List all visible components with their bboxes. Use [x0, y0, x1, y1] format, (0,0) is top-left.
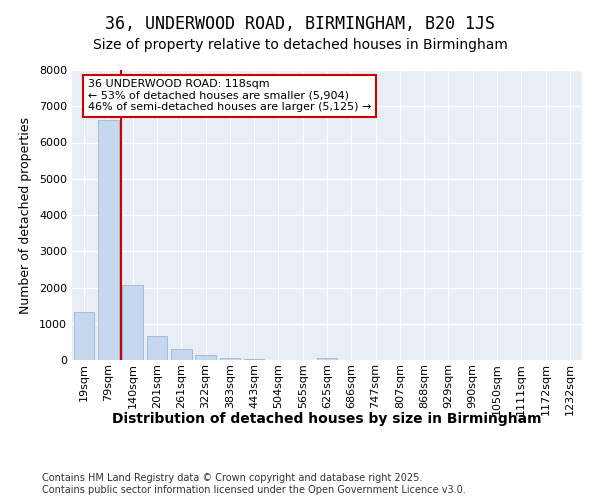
Bar	[146, 336, 167, 360]
Text: Contains HM Land Registry data © Crown copyright and database right 2025.
Contai: Contains HM Land Registry data © Crown c…	[42, 474, 466, 495]
Y-axis label: Number of detached properties: Number of detached properties	[19, 116, 32, 314]
Bar	[244, 358, 265, 360]
Text: 36, UNDERWOOD ROAD, BIRMINGHAM, B20 1JS: 36, UNDERWOOD ROAD, BIRMINGHAM, B20 1JS	[105, 15, 495, 33]
Text: Distribution of detached houses by size in Birmingham: Distribution of detached houses by size …	[112, 412, 542, 426]
Bar	[122, 284, 143, 360]
Text: 36 UNDERWOOD ROAD: 118sqm
← 53% of detached houses are smaller (5,904)
46% of se: 36 UNDERWOOD ROAD: 118sqm ← 53% of detac…	[88, 79, 371, 112]
Bar	[98, 120, 119, 360]
Bar	[171, 350, 191, 360]
Text: Size of property relative to detached houses in Birmingham: Size of property relative to detached ho…	[92, 38, 508, 52]
Bar	[317, 358, 337, 360]
Bar	[220, 358, 240, 360]
Bar	[195, 356, 216, 360]
Bar	[74, 312, 94, 360]
